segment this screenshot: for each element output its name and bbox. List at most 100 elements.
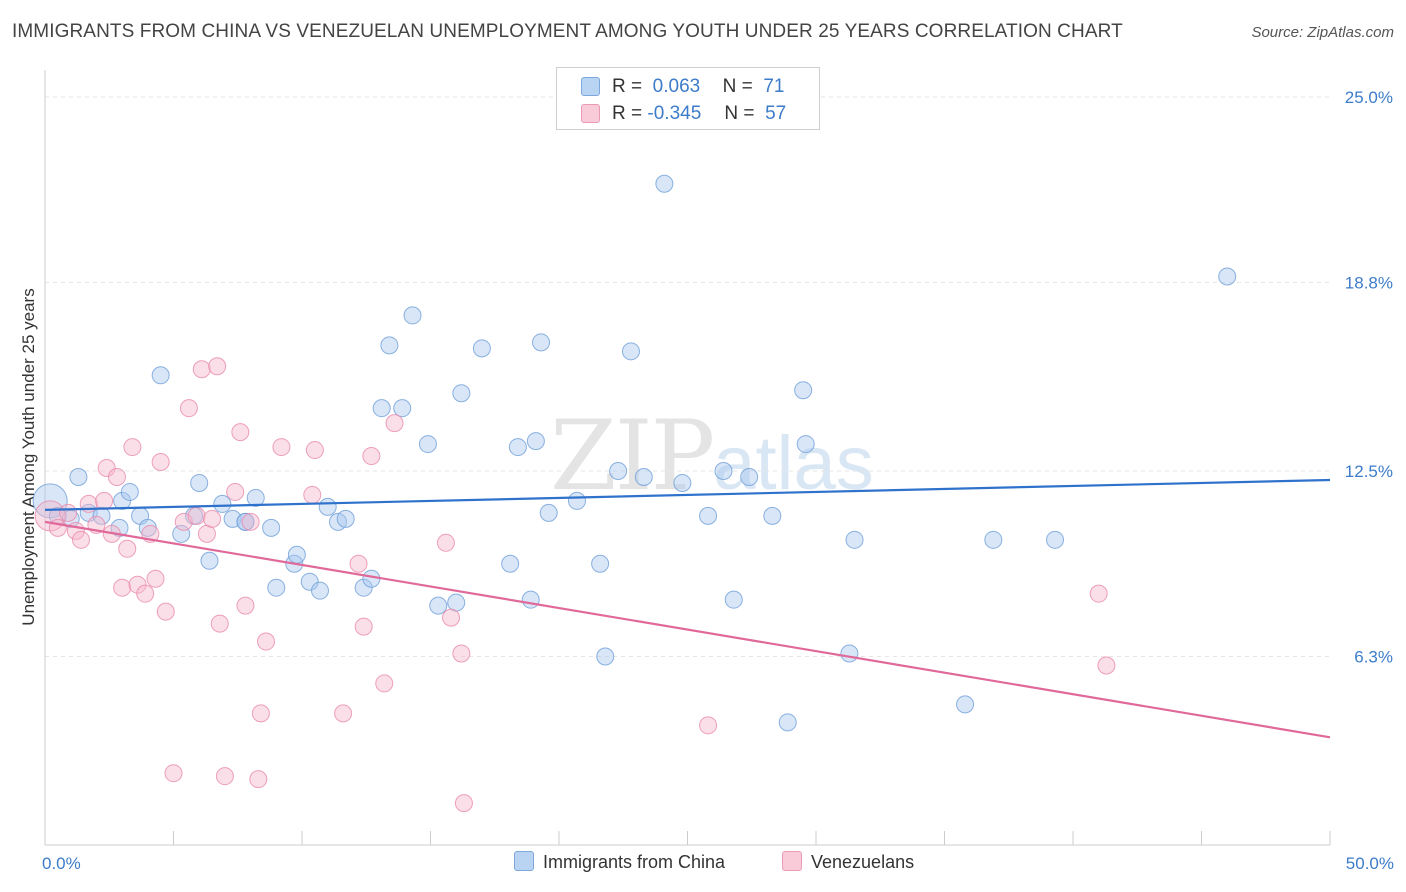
data-point-venezuelans (97, 459, 116, 478)
data-point-venezuelans (156, 602, 175, 621)
data-point-china (591, 554, 610, 573)
x-tick-label-min: 0.0% (42, 854, 81, 873)
data-point-china (447, 593, 466, 612)
data-point-venezuelans (187, 506, 206, 525)
data-point-china (336, 509, 355, 528)
data-point-china (778, 713, 797, 732)
legend-r-label-china: R = (612, 76, 643, 97)
data-point-venezuelans (107, 467, 126, 486)
legend-row-venezuelans: R = -0.345 N = 57 (581, 103, 786, 125)
data-point-venezuelans (208, 357, 227, 376)
data-point-venezuelans (1097, 656, 1116, 675)
data-point-china (634, 467, 653, 486)
data-point-venezuelans (197, 524, 216, 543)
bottom-legend-swatch-venezuelans (782, 851, 802, 871)
data-point-china (655, 174, 674, 193)
data-point-china (380, 336, 399, 355)
data-point-china (796, 435, 815, 454)
data-point-venezuelans (128, 575, 147, 594)
trend-line-venezuelans (44, 520, 1331, 739)
data-point-china (521, 590, 540, 609)
data-point-venezuelans (249, 770, 268, 789)
y-tick-label: 18.8% (1345, 274, 1393, 293)
data-point-china (1046, 530, 1065, 549)
legend-swatch-venezuelans (581, 104, 600, 124)
data-point-china (362, 569, 381, 588)
data-point-china (236, 512, 255, 531)
data-point-venezuelans (113, 578, 132, 597)
data-point-venezuelans (1089, 584, 1108, 603)
data-point-venezuelans (210, 614, 229, 633)
legend-n-value-china: 71 (763, 76, 785, 97)
legend-n-label-china: N = (722, 76, 753, 97)
y-axis-title: Unemployment Among Youth under 25 years (19, 288, 38, 625)
data-point-china (539, 503, 558, 522)
data-point-china (845, 530, 864, 549)
data-point-china (526, 432, 545, 451)
chart-title: IMMIGRANTS FROM CHINA VS VENEZUELAN UNEM… (12, 21, 1123, 42)
data-point-china (151, 366, 170, 385)
data-point-china (740, 467, 759, 486)
correlation-legend: R = 0.063 N = 71 R = -0.345 N = 57 (556, 67, 820, 130)
data-point-china (621, 342, 640, 361)
data-point-china (673, 473, 692, 492)
data-point-venezuelans (272, 438, 291, 457)
legend-r-value-venezuelans: -0.345 (647, 103, 702, 124)
data-point-china (267, 578, 286, 597)
data-point-china (501, 554, 520, 573)
bottom-legend-label-venezuelans: Venezuelans (811, 852, 915, 872)
data-point-china (1218, 267, 1237, 286)
legend-n-value-venezuelans: 57 (765, 103, 787, 124)
data-point-china (452, 384, 471, 403)
data-point-venezuelans (226, 482, 245, 501)
data-point-venezuelans (215, 767, 234, 786)
legend-row-china: R = 0.063 N = 71 (581, 76, 784, 98)
data-point-china (393, 399, 412, 418)
bottom-legend-label-china: Immigrants from China (543, 852, 726, 872)
legend-n-label-venezuelans: N = (724, 103, 755, 124)
data-point-venezuelans (71, 530, 90, 549)
data-point-china (609, 462, 628, 480)
data-point-venezuelans (236, 596, 255, 615)
y-tick-label: 12.5% (1345, 462, 1393, 481)
data-point-china (172, 524, 191, 543)
data-point-china (287, 545, 306, 564)
data-point-china (724, 590, 743, 609)
data-point-venezuelans (354, 617, 373, 636)
trend-line-china (44, 478, 1331, 511)
data-point-china (310, 581, 329, 600)
data-point-venezuelans (123, 438, 142, 457)
bottom-legend-china: Immigrants from China (514, 851, 725, 873)
data-point-china (532, 333, 551, 352)
data-point-venezuelans (59, 503, 78, 522)
data-point-venezuelans (146, 569, 165, 588)
data-point-china (213, 494, 232, 513)
data-point-venezuelans (452, 644, 471, 663)
data-point-china (596, 647, 615, 666)
bottom-legend-venezuelans: Venezuelans (782, 851, 914, 873)
data-point-venezuelans (375, 674, 394, 693)
data-point-venezuelans (362, 447, 381, 466)
watermark: ZIPatlas (550, 400, 874, 512)
data-point-venezuelans (257, 632, 276, 651)
legend-r-label-venezuelans: R = (612, 103, 643, 124)
data-point-venezuelans (179, 399, 198, 418)
data-point-china (714, 462, 733, 480)
data-point-venezuelans (349, 554, 368, 573)
data-point-venezuelans (241, 512, 260, 531)
x-tick-label-max: 50.0% (1346, 854, 1394, 873)
data-point-venezuelans (151, 453, 170, 472)
data-point-china (403, 306, 422, 325)
data-point-venezuelans (436, 533, 455, 552)
data-point-venezuelans (385, 414, 404, 433)
data-point-china (763, 506, 782, 525)
data-point-china (113, 491, 132, 510)
data-point-venezuelans (118, 539, 137, 558)
data-point-china (429, 596, 448, 615)
legend-r-value-china: 0.063 (652, 76, 701, 97)
data-point-china (794, 381, 813, 400)
data-point-china (69, 467, 88, 486)
data-point-venezuelans (454, 794, 473, 813)
bottom-legend-swatch-china (514, 851, 534, 871)
y-tick-label: 6.3% (1354, 648, 1393, 667)
